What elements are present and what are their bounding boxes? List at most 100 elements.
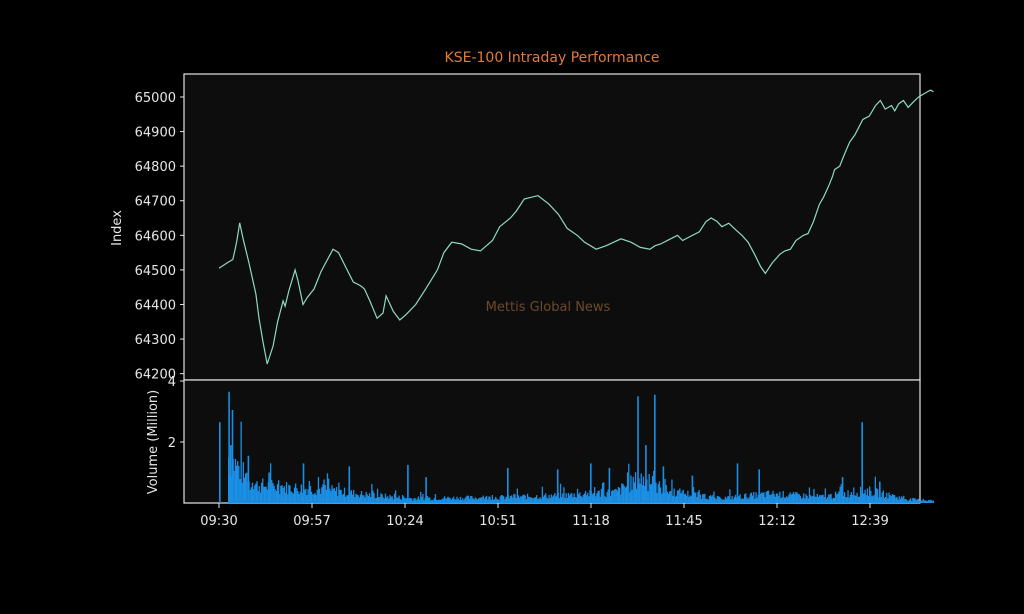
volume-bar [525, 499, 528, 503]
volume-bar [724, 496, 726, 503]
x-tick-label: 10:51 [479, 514, 516, 529]
volume-bar [284, 492, 287, 503]
volume-bar [447, 496, 449, 503]
volume-bar [704, 493, 706, 503]
volume-bar [480, 497, 482, 503]
volume-bar [690, 496, 692, 503]
volume-bar [341, 494, 343, 503]
volume-bar [728, 496, 730, 503]
volume-bar [861, 422, 863, 503]
volume-bar [258, 486, 260, 503]
volume-bar [390, 496, 392, 503]
volume-bar [397, 497, 399, 503]
volume-bar [308, 481, 310, 503]
volume-bar [400, 499, 402, 503]
volume-bar [219, 422, 221, 503]
volume-bar [747, 499, 749, 503]
volume-bar [443, 496, 446, 503]
volume-bar [583, 493, 585, 503]
volume-bar [241, 482, 243, 503]
volume-bar [619, 487, 621, 503]
volume-bar [757, 494, 759, 503]
volume-bar [661, 493, 663, 503]
volume-bar [488, 496, 490, 503]
volume-bar [420, 491, 422, 503]
volume-bar [815, 496, 817, 503]
volume-bar [340, 489, 342, 503]
volume-bar [238, 466, 240, 503]
y-tick-label: 2 [168, 436, 176, 451]
volume-bar [260, 482, 263, 503]
volume-bar [388, 498, 390, 503]
volume-bar [855, 495, 857, 503]
volume-bar [387, 496, 389, 503]
volume-bar [538, 498, 540, 503]
volume-bar [841, 477, 844, 503]
volume-bar [496, 498, 498, 503]
volume-bar [696, 497, 698, 503]
volume-bar [418, 499, 421, 503]
volume-bar [789, 492, 791, 503]
volume-bar [524, 495, 526, 503]
volume-bar [911, 500, 913, 503]
volume-bar [639, 483, 641, 503]
volume-bar [233, 470, 235, 503]
volume-bar [401, 495, 404, 503]
volume-bar [914, 498, 916, 503]
volume-bar [491, 495, 493, 503]
volume-bar [781, 497, 783, 503]
volume-bar [807, 498, 809, 503]
volume-bar [902, 497, 904, 503]
volume-bar [620, 494, 622, 503]
volume-bar [899, 498, 901, 503]
volume-bar [306, 495, 308, 503]
volume-bar [622, 483, 624, 503]
volume-bar [806, 496, 808, 503]
y-tick-label: 64800 [135, 160, 176, 175]
volume-bar [932, 500, 934, 503]
volume-bar [787, 497, 789, 503]
volume-bar [296, 488, 298, 503]
y-tick-label: 64300 [135, 333, 176, 348]
volume-bar [300, 484, 302, 503]
volume-bar [917, 498, 920, 503]
volume-bar [335, 487, 338, 503]
volume-bar [514, 494, 516, 503]
volume-bar [886, 492, 888, 503]
volume-bar [481, 497, 483, 503]
volume-bar [562, 493, 564, 503]
volume-bar [290, 491, 292, 503]
volume-bar [711, 496, 713, 503]
volume-bar [530, 497, 532, 503]
volume-bar [774, 496, 776, 503]
volume-bar [301, 492, 304, 503]
volume-bar [891, 494, 894, 503]
volume-bar [358, 497, 360, 503]
volume-bar [913, 498, 915, 503]
volume-bar [475, 498, 477, 503]
volume-bar [636, 488, 638, 503]
volume-bar [795, 492, 797, 503]
volume-bar [854, 495, 856, 503]
volume-bar [511, 495, 513, 503]
volume-bar [717, 496, 720, 503]
volume-bar [654, 394, 656, 503]
volume-bar [662, 466, 665, 503]
volume-bar [910, 498, 912, 503]
volume-bar [451, 498, 454, 503]
volume-bar [509, 496, 512, 503]
volume-bar [406, 498, 408, 503]
volume-bar [725, 498, 728, 503]
volume-bar [515, 497, 517, 503]
volume-bar [566, 497, 568, 503]
volume-bar [501, 495, 504, 503]
volume-bar [629, 492, 631, 503]
volume-bar [549, 497, 551, 503]
volume-bar [611, 491, 613, 503]
volume-bar [579, 492, 581, 503]
volume-bar [528, 496, 530, 503]
volume-bar [798, 494, 800, 503]
volume-bar [346, 495, 348, 503]
volume-bar [545, 493, 547, 503]
volume-bar [342, 493, 345, 503]
